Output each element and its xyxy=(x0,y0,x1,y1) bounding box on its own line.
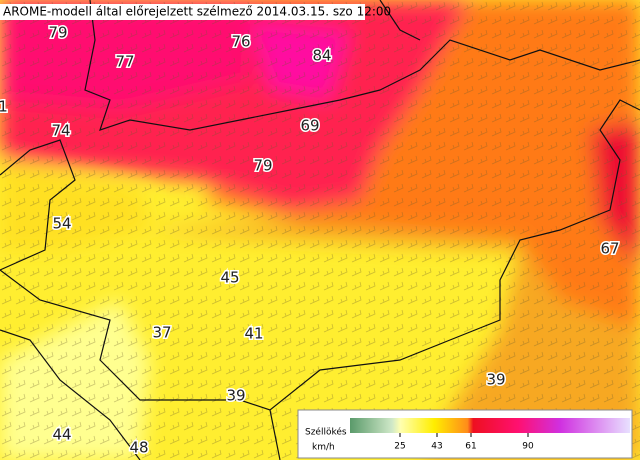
wind-label: 39 xyxy=(226,387,245,405)
legend-tick-label: 25 xyxy=(394,442,405,452)
wind-label: 1 xyxy=(0,98,8,116)
map-labels: 79 76 77 84 1 74 69 79 54 45 37 41 67 39 39 44 48 xyxy=(0,22,621,458)
map-title: AROME-modell által előrejelzett szélmező… xyxy=(3,5,391,19)
wind-label: 76 xyxy=(231,33,250,51)
wind-label: 84 xyxy=(312,47,331,65)
wind-label: 79 xyxy=(253,157,272,175)
wind-label: 44 xyxy=(52,426,71,444)
wind-label: 45 xyxy=(220,269,239,287)
wind-label: 54 xyxy=(52,215,71,233)
colorbar xyxy=(350,418,630,433)
legend-title: Széllökés xyxy=(305,427,347,438)
wind-label: 39 xyxy=(486,371,505,389)
title-box xyxy=(0,4,365,20)
legend-unit: km/h xyxy=(312,443,335,453)
legend-tick-label: 61 xyxy=(465,442,476,452)
legend-ticks: 25 43 61 90 xyxy=(394,433,534,452)
legend-tick-label: 43 xyxy=(431,442,442,452)
wind-label: 67 xyxy=(600,240,619,258)
wind-label: 74 xyxy=(51,122,70,140)
wind-label: 48 xyxy=(129,439,148,457)
wind-label: 41 xyxy=(244,325,263,343)
wind-label: 37 xyxy=(152,324,171,342)
wind-label: 79 xyxy=(48,24,67,42)
wind-label: 77 xyxy=(115,53,134,71)
wind-label: 69 xyxy=(300,117,319,135)
legend: Széllökés km/h 25 43 61 90 xyxy=(297,409,633,459)
legend-tick-label: 90 xyxy=(522,442,534,452)
